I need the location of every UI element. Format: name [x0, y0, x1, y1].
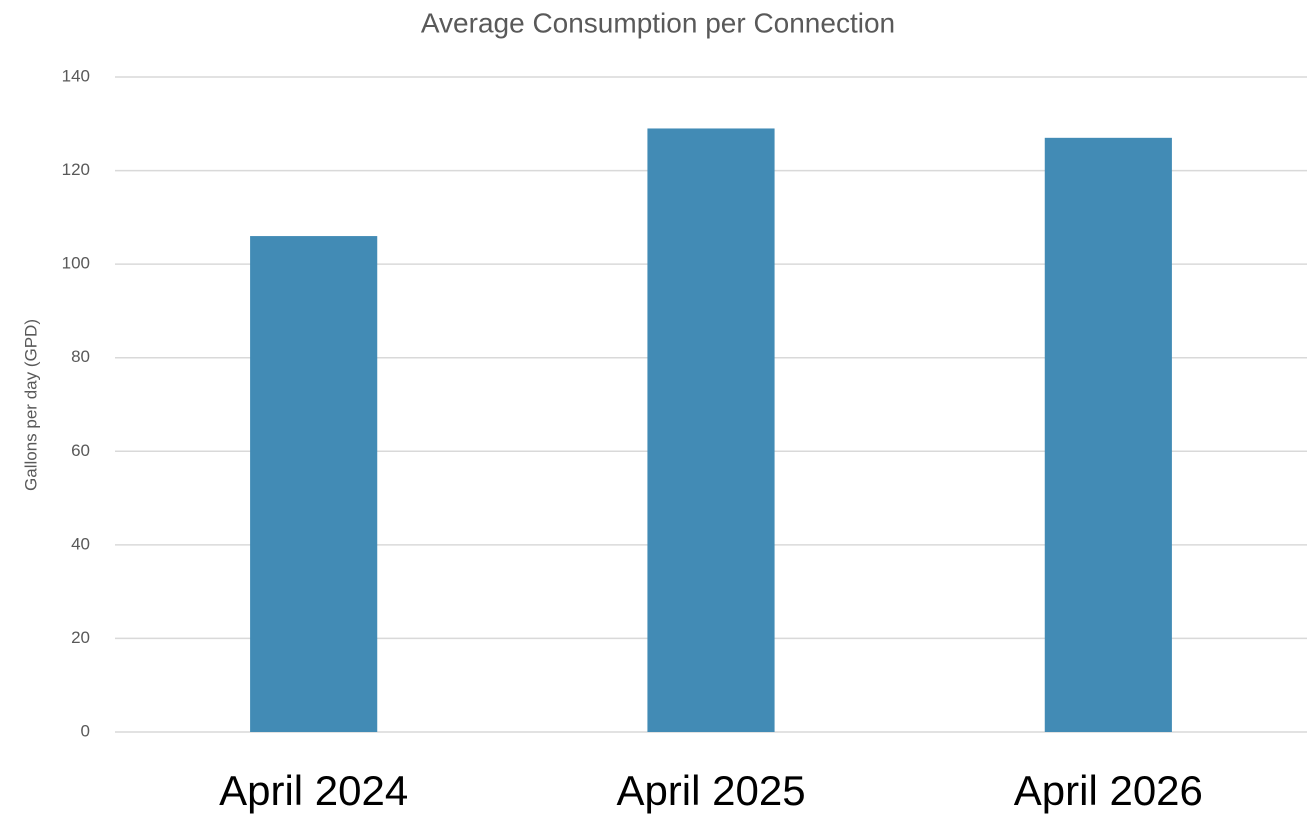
bar: [1044, 137, 1172, 733]
x-tick-label: April 2024: [219, 767, 408, 814]
x-tick-label: April 2025: [616, 767, 805, 814]
y-tick-label: 60: [71, 441, 90, 460]
y-tick-label: 80: [71, 347, 90, 366]
y-tick-label: 40: [71, 534, 90, 553]
x-tick-label: April 2026: [1014, 767, 1203, 814]
y-tick-label: 20: [71, 628, 90, 647]
chart-title: Average Consumption per Connection: [421, 7, 895, 38]
y-tick-label: 0: [81, 721, 90, 740]
bar: [250, 236, 378, 733]
y-tick-label: 120: [62, 160, 90, 179]
y-tick-label: 100: [62, 254, 90, 273]
y-tick-label: 140: [62, 66, 90, 85]
y-axis-label: Gallons per day (GPD): [21, 319, 40, 491]
bar: [647, 128, 775, 732]
